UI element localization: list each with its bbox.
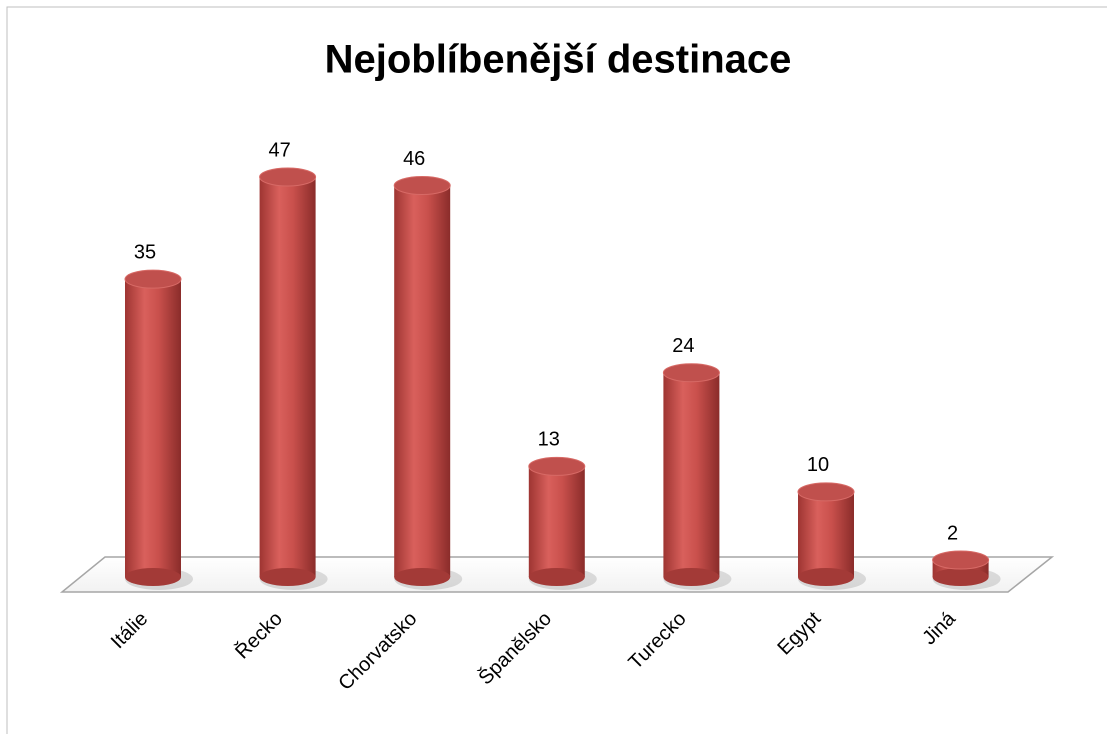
bar-top [259, 167, 317, 187]
bar [259, 177, 316, 577]
bar-top [124, 269, 182, 289]
bar [798, 491, 854, 577]
bar-top [662, 363, 720, 383]
value-label: 2 [947, 522, 958, 544]
bar-top [932, 550, 990, 570]
bar-bottom [259, 568, 316, 586]
value-label: 47 [268, 139, 290, 161]
x-tick-label: Řecko [231, 607, 287, 663]
bar-top [528, 456, 586, 476]
bar-bottom [798, 568, 854, 586]
value-label: 13 [538, 429, 560, 451]
bar [663, 372, 720, 577]
bar [394, 185, 451, 578]
x-tick-label: Egypt [774, 607, 826, 659]
x-tick-label: Itálie [107, 608, 152, 653]
x-tick-label: Jiná [918, 607, 960, 649]
bar [528, 466, 585, 577]
bar-top [393, 176, 451, 196]
value-label: 24 [672, 335, 694, 357]
bar-bottom [932, 568, 989, 586]
chart-title: Nejoblíbenější destinace [325, 38, 792, 82]
x-tick-label: Turecko [625, 608, 691, 674]
bar-top [797, 482, 855, 502]
value-label: 35 [134, 241, 156, 263]
bar-bottom [663, 568, 720, 586]
x-tick-label: Španělsko [474, 607, 556, 689]
bar-bottom [528, 568, 585, 586]
x-tick-label: Chorvatsko [334, 608, 421, 695]
value-label: 46 [403, 148, 425, 170]
chart-border [6, 6, 1107, 734]
value-label: 10 [807, 454, 829, 476]
bar-bottom [125, 568, 181, 586]
bar [125, 279, 181, 577]
bar-bottom [394, 568, 451, 586]
